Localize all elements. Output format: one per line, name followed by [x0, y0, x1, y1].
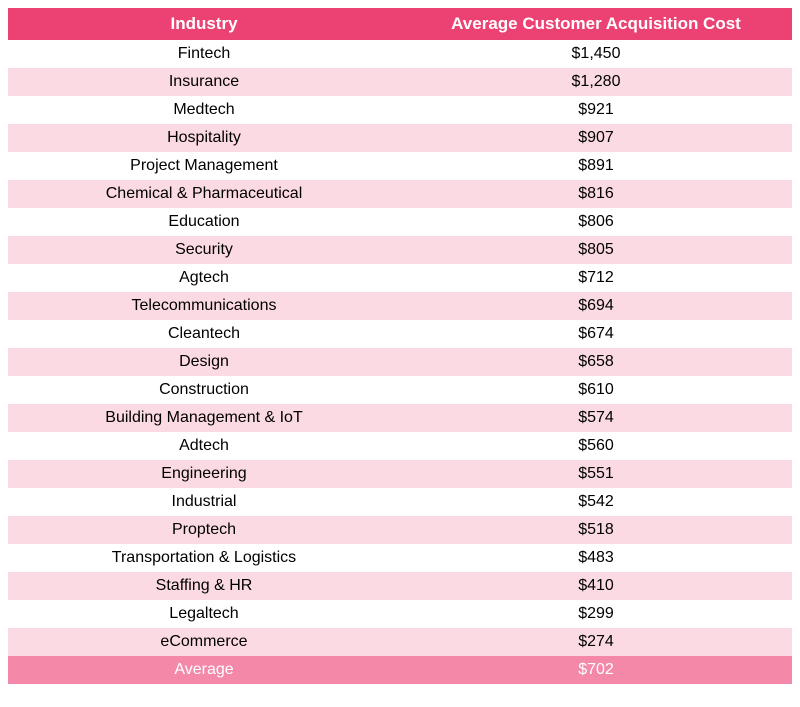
- cell-industry: Legaltech: [8, 600, 400, 628]
- table-row: Chemical & Pharmaceutical$816: [8, 180, 792, 208]
- header-row: Industry Average Customer Acquisition Co…: [8, 8, 792, 40]
- table-row: Project Management$891: [8, 152, 792, 180]
- cell-industry: Medtech: [8, 96, 400, 124]
- table-row: Staffing & HR$410: [8, 572, 792, 600]
- cell-industry: Agtech: [8, 264, 400, 292]
- table-row: Proptech$518: [8, 516, 792, 544]
- cell-cost: $816: [400, 180, 792, 208]
- table-row: eCommerce$274: [8, 628, 792, 656]
- table-row: Legaltech$299: [8, 600, 792, 628]
- cell-cost: $274: [400, 628, 792, 656]
- table-row: Education$806: [8, 208, 792, 236]
- avg-cost: $702: [400, 656, 792, 684]
- cell-cost: $805: [400, 236, 792, 264]
- cell-cost: $658: [400, 348, 792, 376]
- cell-industry: Chemical & Pharmaceutical: [8, 180, 400, 208]
- cell-industry: Engineering: [8, 460, 400, 488]
- table-row: Building Management & IoT$574: [8, 404, 792, 432]
- cell-cost: $907: [400, 124, 792, 152]
- table-row: Design$658: [8, 348, 792, 376]
- cell-industry: Proptech: [8, 516, 400, 544]
- table-row: Medtech$921: [8, 96, 792, 124]
- cell-industry: Staffing & HR: [8, 572, 400, 600]
- table-row: Adtech$560: [8, 432, 792, 460]
- cell-cost: $518: [400, 516, 792, 544]
- table-row: Cleantech$674: [8, 320, 792, 348]
- table-body: Fintech$1,450 Insurance$1,280 Medtech$92…: [8, 40, 792, 684]
- cell-industry: Adtech: [8, 432, 400, 460]
- table-row: Engineering$551: [8, 460, 792, 488]
- cell-industry: Design: [8, 348, 400, 376]
- table-row: Telecommunications$694: [8, 292, 792, 320]
- cell-industry: Construction: [8, 376, 400, 404]
- cell-cost: $551: [400, 460, 792, 488]
- cell-industry: Telecommunications: [8, 292, 400, 320]
- cell-cost: $694: [400, 292, 792, 320]
- cell-cost: $299: [400, 600, 792, 628]
- avg-label: Average: [8, 656, 400, 684]
- cell-industry: Project Management: [8, 152, 400, 180]
- cell-industry: Cleantech: [8, 320, 400, 348]
- cell-cost: $542: [400, 488, 792, 516]
- cell-cost: $410: [400, 572, 792, 600]
- cac-table: Industry Average Customer Acquisition Co…: [8, 8, 792, 684]
- cell-industry: Transportation & Logistics: [8, 544, 400, 572]
- col-cost: Average Customer Acquisition Cost: [400, 8, 792, 40]
- table-row: Hospitality$907: [8, 124, 792, 152]
- table-row: Agtech$712: [8, 264, 792, 292]
- cell-cost: $574: [400, 404, 792, 432]
- cell-industry: Building Management & IoT: [8, 404, 400, 432]
- cell-industry: Fintech: [8, 40, 400, 68]
- col-industry: Industry: [8, 8, 400, 40]
- cell-industry: eCommerce: [8, 628, 400, 656]
- table-row: Security$805: [8, 236, 792, 264]
- cell-industry: Hospitality: [8, 124, 400, 152]
- average-row: Average$702: [8, 656, 792, 684]
- cell-industry: Industrial: [8, 488, 400, 516]
- cell-cost: $806: [400, 208, 792, 236]
- table-row: Insurance$1,280: [8, 68, 792, 96]
- cell-cost: $483: [400, 544, 792, 572]
- cell-industry: Security: [8, 236, 400, 264]
- cell-cost: $1,450: [400, 40, 792, 68]
- cell-cost: $610: [400, 376, 792, 404]
- cell-industry: Insurance: [8, 68, 400, 96]
- cell-cost: $891: [400, 152, 792, 180]
- cell-cost: $712: [400, 264, 792, 292]
- table-row: Transportation & Logistics$483: [8, 544, 792, 572]
- cell-cost: $674: [400, 320, 792, 348]
- cell-cost: $921: [400, 96, 792, 124]
- cell-cost: $1,280: [400, 68, 792, 96]
- table-row: Construction$610: [8, 376, 792, 404]
- cell-industry: Education: [8, 208, 400, 236]
- table-row: Fintech$1,450: [8, 40, 792, 68]
- table-row: Industrial$542: [8, 488, 792, 516]
- cell-cost: $560: [400, 432, 792, 460]
